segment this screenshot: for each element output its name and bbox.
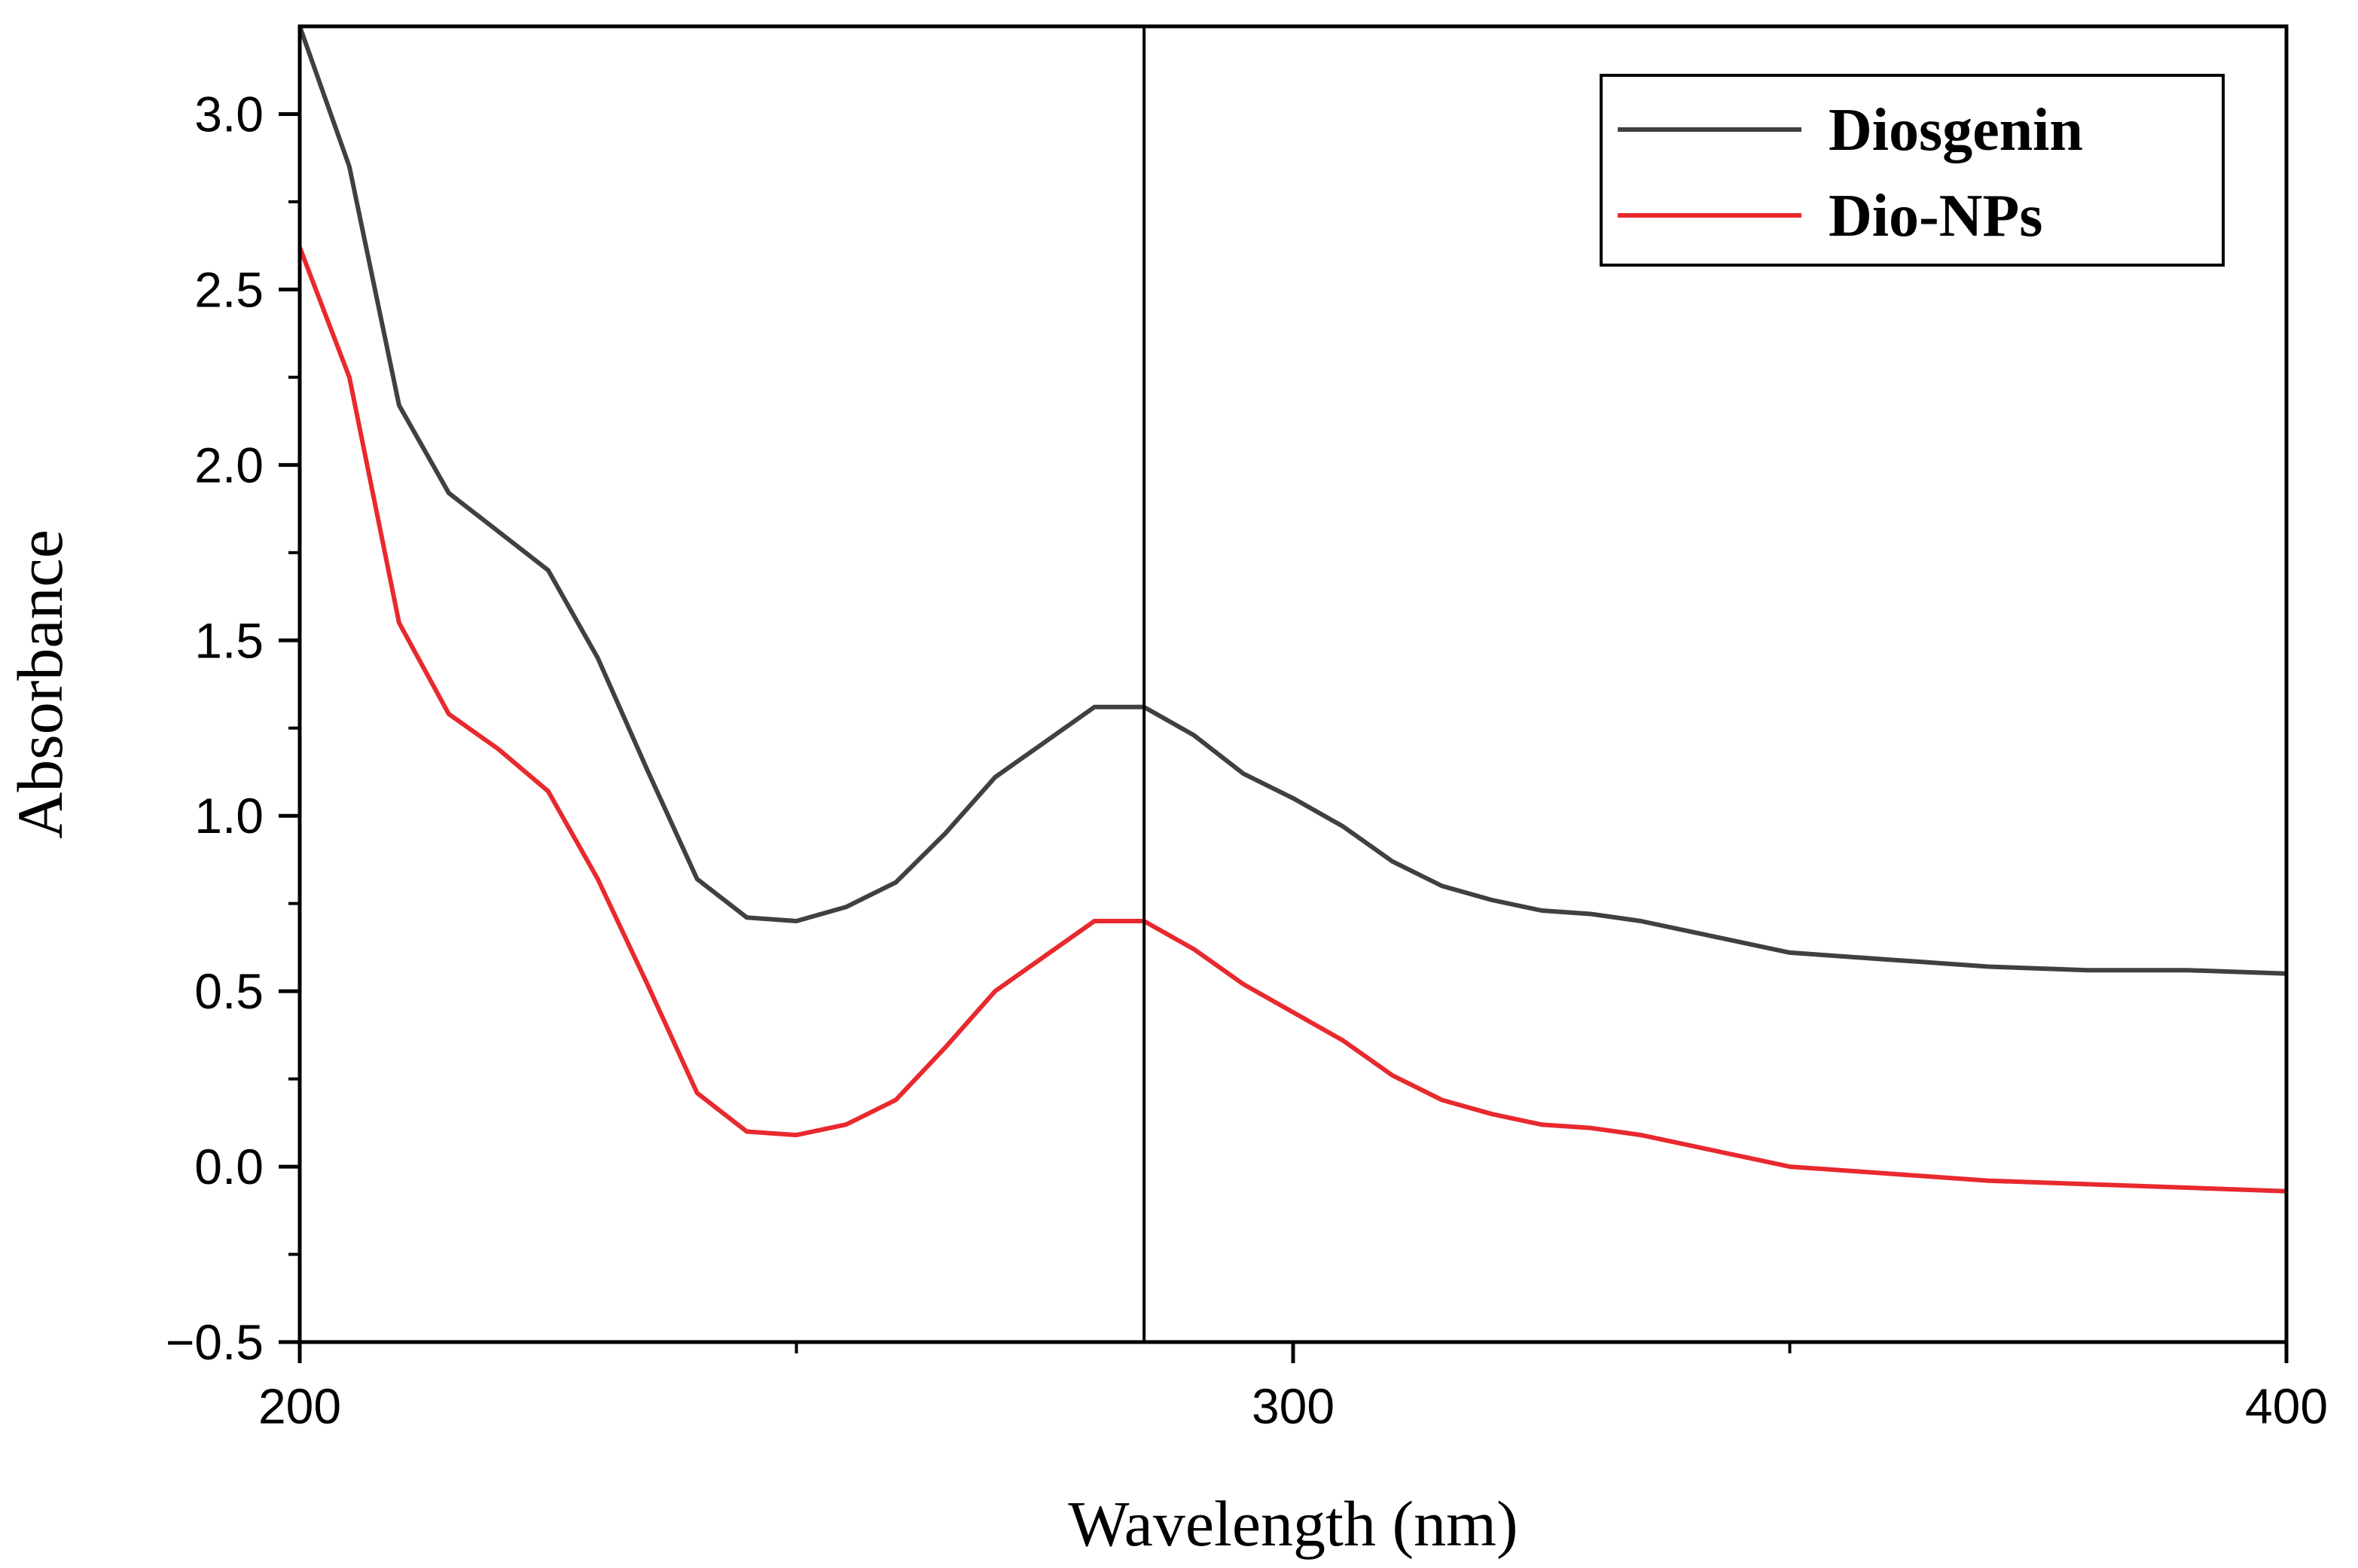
series-layer [300, 26, 2286, 1194]
legend-label-dio-nps: Dio-NPs [1829, 183, 2042, 249]
x-tick-label-400: 400 [2245, 1378, 2328, 1434]
x-tick-label-200: 200 [258, 1378, 341, 1434]
y-tick-label: 0.5 [194, 963, 264, 1019]
y-tick-label: 3.0 [194, 86, 264, 142]
series-line-dio-nps [300, 246, 2286, 1194]
y-tick-label: 0.0 [194, 1139, 264, 1194]
y-tick-label: 1.0 [194, 788, 264, 843]
y-tick-label: 2.5 [194, 261, 264, 317]
legend-label-diosgenin: Diosgenin [1829, 97, 2083, 163]
legend-box [1600, 74, 2225, 267]
x-axis: 200 300 400 [258, 1342, 2328, 1434]
x-axis-title: Wavelength (nm) [1068, 1487, 1518, 1560]
y-tick-label: −0.5 [166, 1314, 264, 1370]
y-tick-label: 1.5 [194, 612, 264, 668]
y-axis: −0.5 0.0 0.5 1.0 1.5 2.0 2.5 3.0 [166, 86, 300, 1370]
y-axis-title: Absorbance [4, 529, 76, 839]
x-tick-label-300: 300 [1252, 1378, 1335, 1434]
y-tick-label: 2.0 [194, 437, 264, 493]
legend: Diosgenin Dio-NPs [1600, 74, 2225, 267]
series-line-diosgenin [300, 26, 2286, 976]
